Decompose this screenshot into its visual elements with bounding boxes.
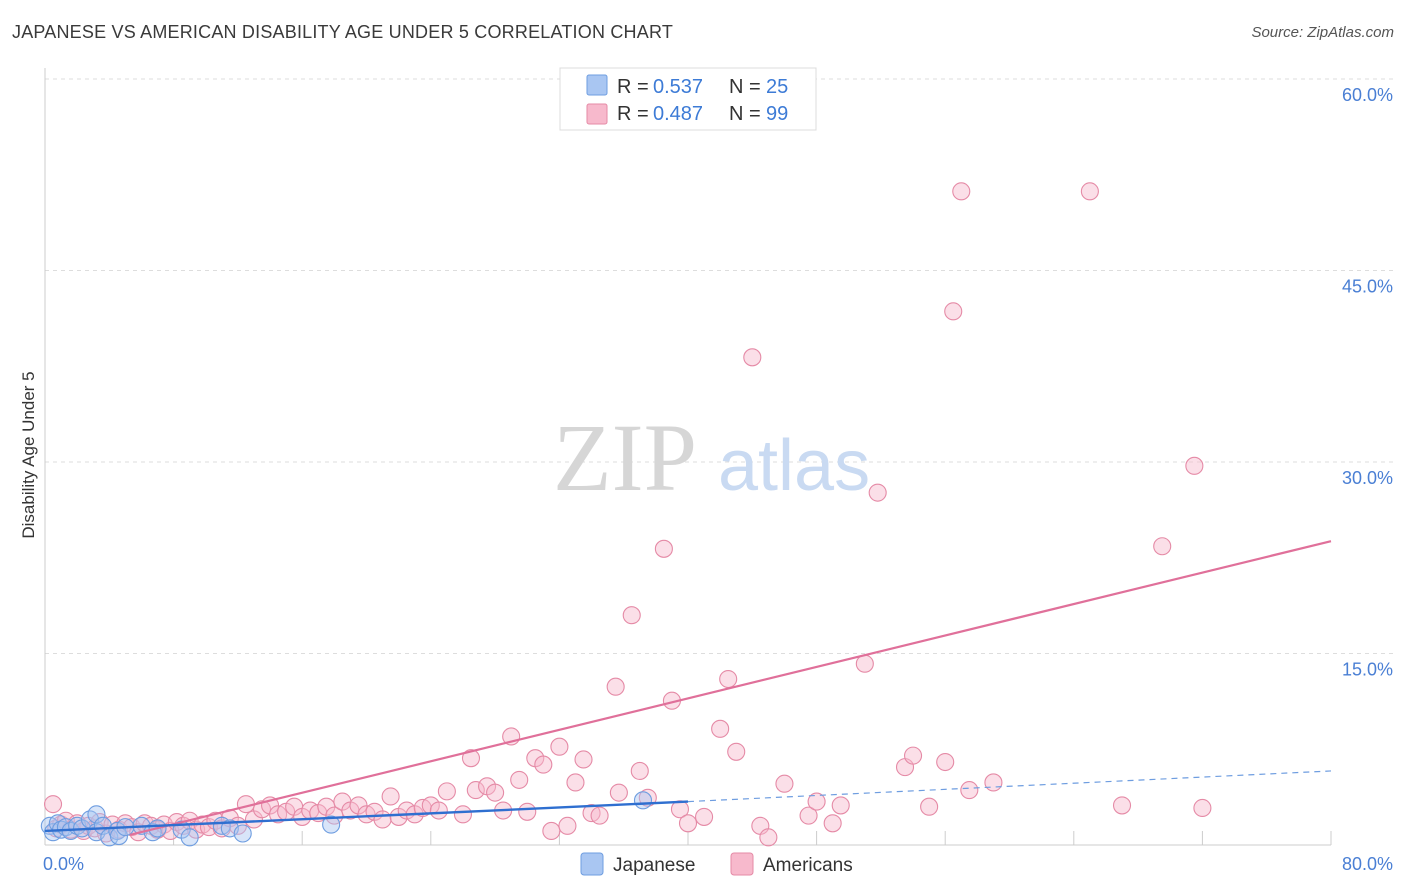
point-americans-85	[711, 719, 730, 738]
point-americans-80	[654, 539, 673, 558]
point-americans-82	[670, 800, 690, 819]
point-americans-93	[807, 792, 826, 811]
y-tick-label-0: 15.0%	[1342, 660, 1393, 680]
y-tick-label-1: 30.0%	[1342, 468, 1393, 488]
trend-line-japanese	[44, 800, 689, 833]
legend-swatch-americans	[586, 103, 608, 125]
point-americans-72	[574, 750, 593, 769]
point-americans-97	[868, 483, 887, 502]
point-americans-57	[453, 805, 473, 824]
legend-r-value-1: 0.537	[653, 76, 703, 98]
point-americans-77	[622, 606, 641, 625]
grid-lines	[45, 78, 1393, 654]
point-americans-55	[429, 801, 448, 820]
point-americans-100	[920, 797, 939, 816]
chart-title: JAPANESE VS AMERICAN DISABILITY AGE UNDE…	[12, 22, 674, 42]
bottom-legend-label-americans: Americans	[763, 855, 853, 876]
point-americans-61	[486, 783, 505, 802]
point-americans-87	[727, 742, 746, 761]
bottom-legend-swatch-japanese	[580, 852, 604, 876]
point-americans-91	[775, 774, 794, 793]
point-americans-58	[461, 749, 481, 768]
legend-r-label-2: R =	[617, 103, 649, 125]
source-label: Source: ZipAtlas.com	[1251, 24, 1394, 41]
point-americans-92	[799, 806, 818, 825]
point-americans-76	[609, 783, 628, 802]
point-americans-99	[903, 746, 923, 765]
series-americans	[43, 182, 1212, 847]
point-americans-109	[1185, 456, 1204, 475]
point-americans-65	[518, 802, 537, 821]
point-americans-104	[960, 781, 979, 800]
point-americans-75	[606, 677, 625, 696]
legend-n-label-1: N =	[729, 76, 761, 98]
point-americans-83	[678, 814, 698, 833]
legend-n-value-2: 99	[766, 103, 788, 125]
point-americans-88	[743, 348, 762, 367]
point-americans-70	[558, 816, 577, 835]
point-americans-64	[510, 770, 529, 789]
point-americans-103	[952, 182, 971, 201]
trend-line-americans	[129, 540, 1332, 836]
legend-r-value-2: 0.487	[653, 103, 703, 125]
y-tick-label-2: 45.0%	[1342, 277, 1393, 297]
bottom-legend: Japanese Americans	[580, 852, 853, 876]
point-americans-0	[43, 795, 63, 814]
point-americans-94	[823, 814, 842, 833]
bottom-legend-swatch-americans	[730, 852, 754, 876]
watermark-zip: ZIP	[553, 404, 697, 511]
point-americans-49	[381, 787, 400, 806]
y-axis-label: Disability Age Under 5	[19, 371, 38, 538]
trend-lines	[44, 540, 1332, 836]
point-japanese-20	[180, 828, 199, 847]
point-americans-71	[566, 773, 585, 792]
point-americans-74	[590, 806, 609, 825]
point-americans-101	[936, 752, 955, 772]
point-japanese-10	[87, 805, 106, 824]
point-americans-105	[984, 773, 1003, 792]
x-tick-label-0: 0.0%	[43, 854, 84, 874]
legend-n-label-2: N =	[729, 103, 761, 125]
point-americans-96	[855, 654, 874, 673]
point-japanese-11	[93, 816, 112, 835]
x-tick-label-1: 80.0%	[1342, 854, 1393, 874]
point-americans-48	[373, 810, 392, 829]
legend-swatch-japanese	[586, 74, 608, 96]
point-americans-110	[1193, 798, 1212, 818]
point-americans-108	[1153, 537, 1172, 556]
point-japanese-25	[633, 791, 653, 810]
legend-r-label-1: R =	[617, 76, 654, 98]
watermark-atlas: atlas	[718, 426, 870, 506]
point-americans-95	[831, 796, 850, 815]
point-americans-59	[466, 781, 485, 800]
point-americans-78	[630, 761, 649, 781]
tick-labels: 15.0% 30.0% 45.0% 60.0% 0.0% 80.0%	[43, 85, 1393, 874]
point-americans-86	[719, 669, 738, 689]
point-americans-107	[1112, 796, 1132, 815]
point-japanese-24	[322, 815, 341, 834]
point-americans-67	[534, 755, 553, 774]
legend: R = 0.537 N = 25 R = 0.487 N = 99	[559, 67, 817, 131]
point-americans-102	[944, 302, 963, 321]
point-japanese-23	[233, 824, 252, 843]
point-americans-68	[542, 821, 561, 841]
point-americans-79	[638, 788, 657, 807]
point-americans-106	[1080, 182, 1099, 201]
y-tick-label-3: 60.0%	[1342, 85, 1393, 105]
watermark: ZIP atlas	[553, 404, 870, 511]
point-americans-69	[550, 737, 569, 756]
bottom-legend-label-japanese: Japanese	[613, 855, 695, 876]
point-americans-84	[695, 807, 714, 826]
legend-n-value-1: 25	[766, 76, 788, 98]
point-americans-90	[759, 828, 778, 847]
trend-line-japanese-extension	[687, 770, 1332, 803]
point-americans-56	[437, 782, 456, 801]
